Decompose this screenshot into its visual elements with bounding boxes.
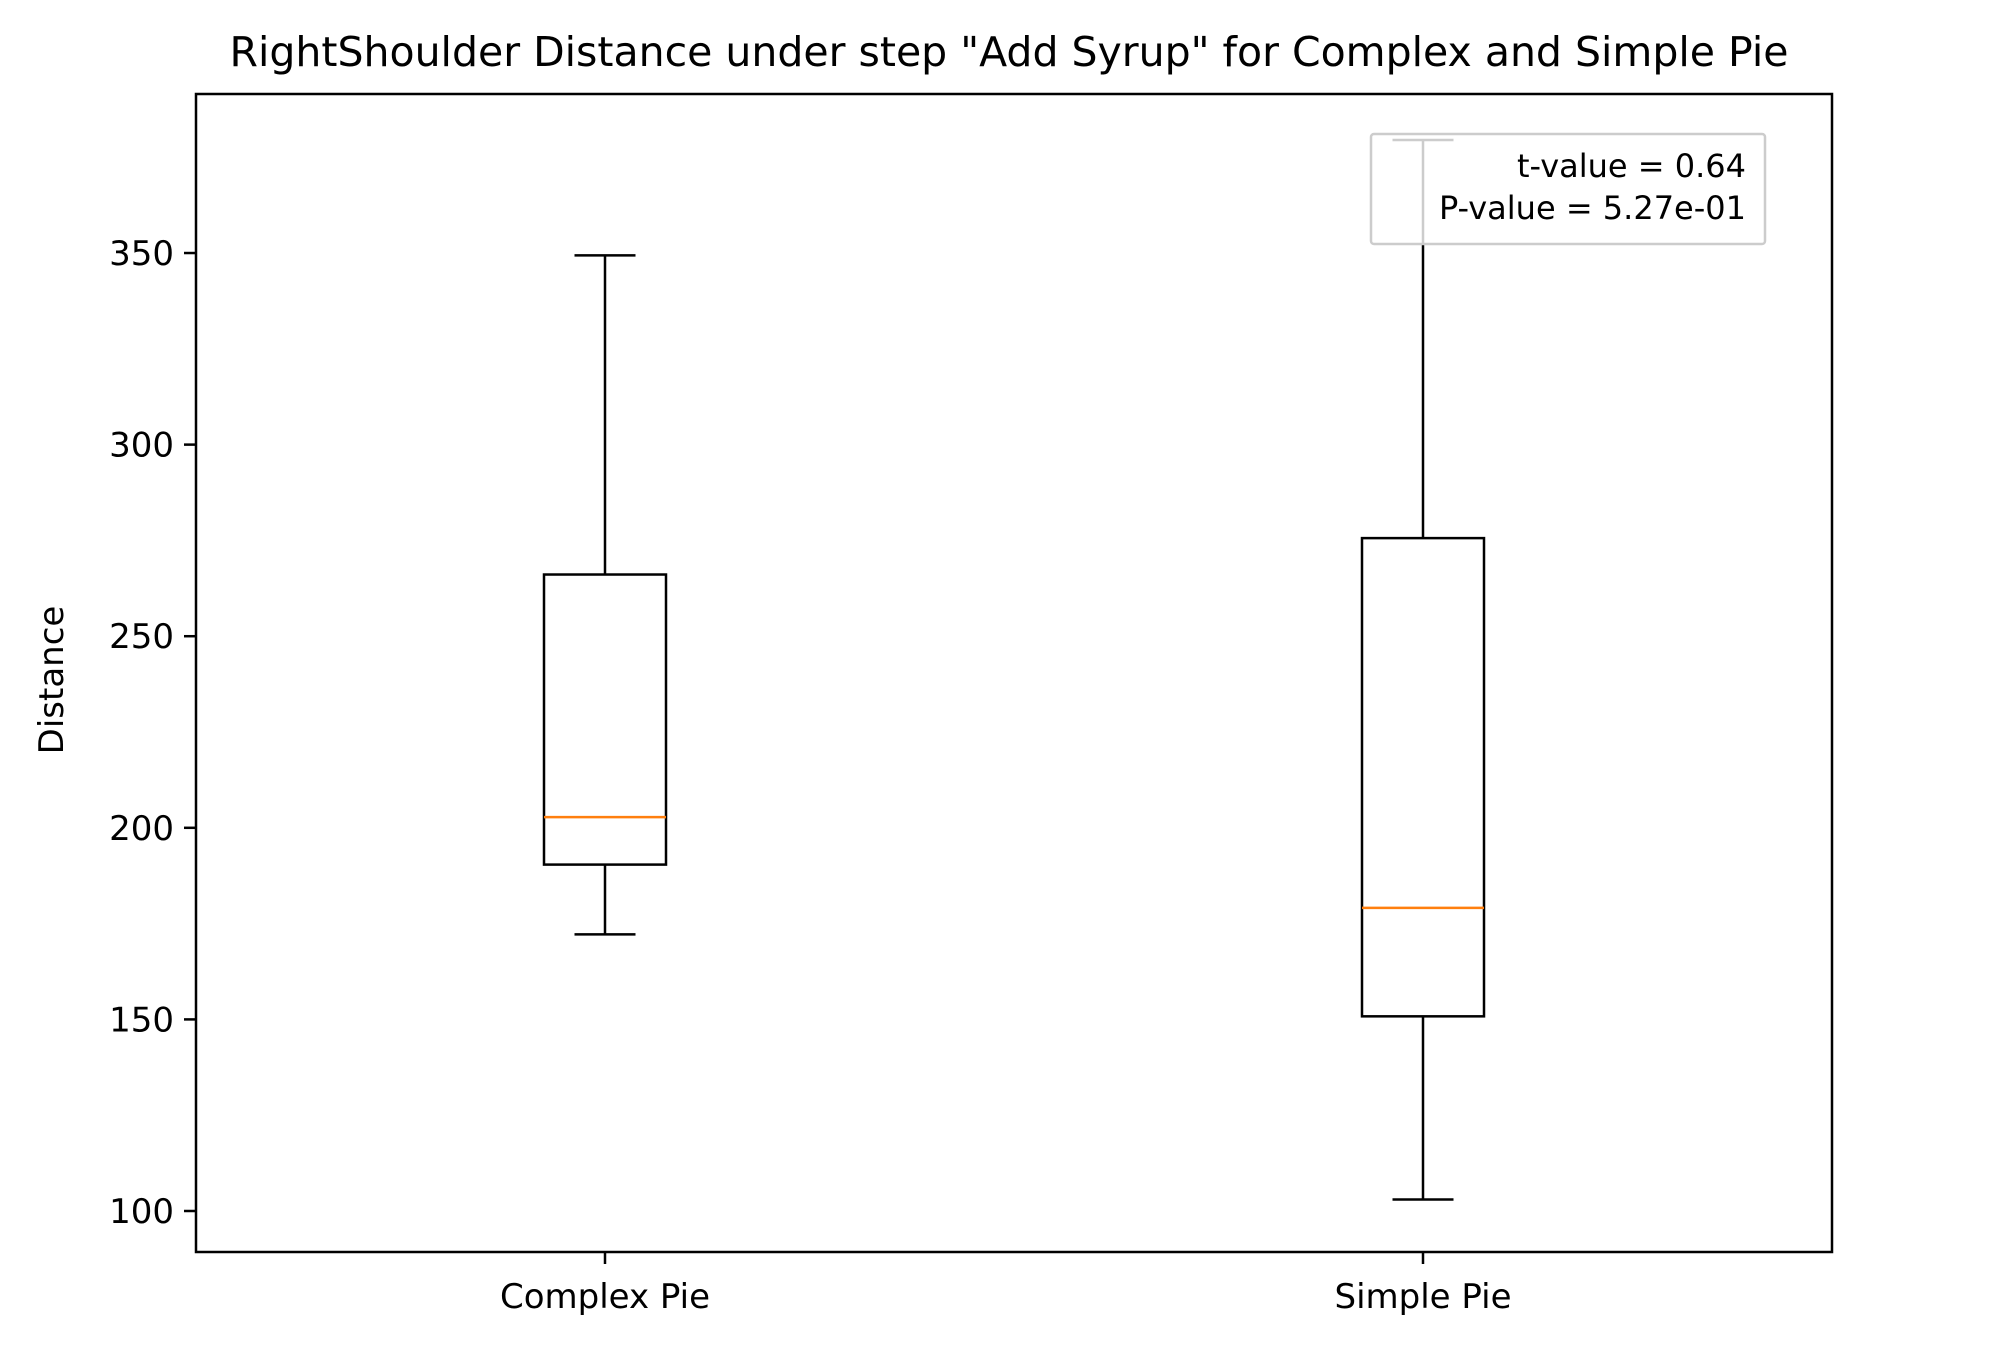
y-axis-label: Distance bbox=[32, 606, 72, 755]
y-tick-label: 350 bbox=[109, 234, 174, 274]
annotation-p-value: P-value = 5.27e-01 bbox=[1439, 189, 1746, 227]
annotation-box bbox=[1369, 132, 1767, 246]
y-tick-label: 200 bbox=[109, 809, 174, 849]
x-tick-label: Complex Pie bbox=[500, 1277, 710, 1317]
box-body bbox=[542, 573, 668, 866]
y-axis-ticks: 100 150 200 250 300 350 bbox=[109, 234, 196, 1232]
plot-frame bbox=[194, 92, 1834, 1254]
y-tick-label: 100 bbox=[109, 1192, 174, 1232]
stats-annotation: t-value = 0.64 P-value = 5.27e-01 bbox=[1369, 132, 1767, 246]
x-tick-label: Simple Pie bbox=[1334, 1277, 1511, 1317]
y-tick-label: 300 bbox=[109, 426, 174, 466]
chart-title: RightShoulder Distance under step "Add S… bbox=[230, 28, 1789, 76]
box-1 bbox=[542, 254, 668, 936]
annotation-t-value: t-value = 0.64 bbox=[1517, 147, 1746, 185]
box-2 bbox=[1360, 138, 1486, 1201]
x-axis-ticks: Complex Pie Simple Pie bbox=[500, 1252, 1512, 1317]
y-tick-label: 150 bbox=[109, 1000, 174, 1040]
box-body bbox=[1360, 536, 1486, 1018]
box-plots bbox=[542, 138, 1486, 1201]
y-tick-label: 250 bbox=[109, 617, 174, 657]
